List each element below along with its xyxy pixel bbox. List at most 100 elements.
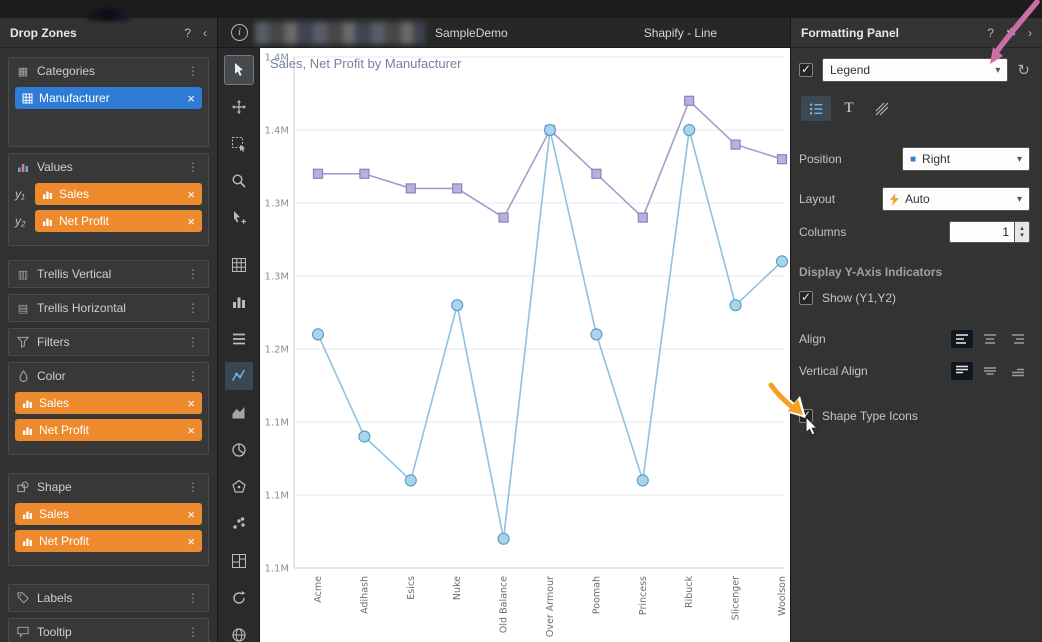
- filters-header[interactable]: Filters ⋮: [9, 329, 208, 355]
- color-net-profit-chip[interactable]: Net Profit ×: [15, 419, 202, 441]
- dataset-name: SampleDemo: [435, 25, 508, 40]
- tooltip-header[interactable]: Tooltip ⋮: [9, 619, 208, 642]
- remove-chip-icon[interactable]: ×: [187, 395, 195, 411]
- tab-legend-settings[interactable]: [801, 96, 831, 121]
- kebab-menu-icon[interactable]: ⋮: [187, 160, 199, 174]
- position-dropdown[interactable]: ■ Right ▾: [902, 147, 1030, 171]
- column-chart-tool-icon[interactable]: [225, 288, 253, 316]
- chart-toolbar: [218, 48, 260, 642]
- chip-label: Sales: [39, 396, 70, 410]
- kebab-menu-icon[interactable]: ⋮: [187, 625, 199, 639]
- spinner-up-icon[interactable]: ▴: [1020, 225, 1024, 232]
- remove-chip-icon[interactable]: ×: [187, 186, 195, 202]
- rotate-tool-icon[interactable]: [225, 584, 253, 612]
- help-icon[interactable]: ?: [987, 25, 994, 40]
- shape-type-icons-checkbox[interactable]: [799, 408, 813, 423]
- row-list-tool-icon[interactable]: [225, 325, 253, 353]
- shape-sales-chip[interactable]: Sales ×: [15, 503, 202, 525]
- sales-chip[interactable]: Sales ×: [35, 183, 202, 205]
- kebab-menu-icon[interactable]: ⋮: [187, 591, 199, 605]
- help-icon[interactable]: ?: [184, 25, 191, 40]
- shape-net-profit-chip[interactable]: Net Profit ×: [15, 530, 202, 552]
- info-icon[interactable]: i: [231, 24, 248, 41]
- position-value: Right: [922, 152, 951, 166]
- align-center-button[interactable]: [978, 329, 1002, 349]
- reset-icon[interactable]: ↻: [1017, 62, 1030, 79]
- kebab-menu-icon[interactable]: ⋮: [187, 335, 199, 349]
- expand-panel-icon[interactable]: ›: [1028, 25, 1032, 40]
- remove-chip-icon[interactable]: ×: [187, 90, 195, 106]
- chart-canvas[interactable]: Sales, Net Profit by Manufacturer 1.4M 1.…: [260, 48, 790, 642]
- svg-text:1.3M: 1.3M: [264, 199, 289, 210]
- layout-dropdown[interactable]: Auto ▾: [882, 187, 1030, 211]
- valign-bottom-button[interactable]: [1006, 361, 1030, 381]
- selected-element-value: Legend: [830, 63, 871, 77]
- columns-spinner[interactable]: ▴ ▾: [1015, 221, 1030, 243]
- categories-label: Categories: [37, 64, 96, 78]
- area-chart-tool-icon[interactable]: [225, 399, 253, 427]
- y1-axis-label: y₁: [15, 187, 25, 201]
- categories-zone-header[interactable]: ▦ Categories ⋮: [9, 58, 208, 84]
- scatter-chart-tool-icon[interactable]: [225, 510, 253, 538]
- values-zone-header[interactable]: Values ⋮: [9, 154, 208, 180]
- pin-icon[interactable]: ✱: [1005, 25, 1016, 40]
- zoom-tool-icon[interactable]: [225, 167, 253, 195]
- kebab-menu-icon[interactable]: ⋮: [187, 480, 199, 494]
- svg-text:1.1M: 1.1M: [264, 491, 289, 502]
- line-chart[interactable]: 1.4M 1.4M 1.3M 1.3M 1.2M 1.1M 1.1M 1.1M Acme Adih…: [260, 48, 790, 642]
- select-tool-icon[interactable]: [223, 55, 254, 85]
- trellis-horizontal-header[interactable]: ▤ Trellis Horizontal ⋮: [9, 295, 208, 321]
- svg-text:1.3M: 1.3M: [264, 272, 289, 283]
- show-y1y2-label: Show (Y1,Y2): [822, 291, 897, 305]
- remove-chip-icon[interactable]: ×: [187, 213, 195, 229]
- tab-pattern-settings[interactable]: [867, 96, 897, 121]
- redacted-region: [88, 9, 131, 21]
- trellis-vertical-header[interactable]: ▥ Trellis Vertical ⋮: [9, 261, 208, 287]
- remove-chip-icon[interactable]: ×: [187, 533, 195, 549]
- measure-bars-icon: [42, 189, 53, 200]
- columns-input[interactable]: [949, 221, 1015, 243]
- manufacturer-chip[interactable]: Manufacturer ×: [15, 87, 202, 109]
- formatting-tabs: T: [799, 96, 1030, 121]
- color-zone-header[interactable]: Color ⋮: [9, 363, 208, 389]
- shape-zone-header[interactable]: Shape ⋮: [9, 474, 208, 500]
- align-left-button[interactable]: [950, 329, 974, 349]
- element-selector-dropdown[interactable]: Legend ▾: [822, 58, 1009, 82]
- chevron-down-icon: ▾: [1016, 193, 1022, 205]
- radar-chart-tool-icon[interactable]: [225, 473, 253, 501]
- spinner-down-icon[interactable]: ▾: [1020, 232, 1024, 239]
- chevron-down-icon: ▾: [995, 64, 1001, 76]
- marquee-select-tool-icon[interactable]: [225, 130, 253, 158]
- grid-tool-icon[interactable]: [225, 251, 253, 279]
- valign-top-button[interactable]: [950, 361, 974, 381]
- show-y1y2-checkbox[interactable]: [799, 290, 813, 305]
- kebab-menu-icon[interactable]: ⋮: [187, 369, 199, 383]
- kebab-menu-icon[interactable]: ⋮: [187, 301, 199, 315]
- kebab-menu-icon[interactable]: ⋮: [187, 267, 199, 281]
- y-axis-indicators-section-label: Display Y-Axis Indicators: [799, 265, 943, 279]
- net-profit-chip[interactable]: Net Profit ×: [35, 210, 202, 232]
- remove-chip-icon[interactable]: ×: [187, 422, 195, 438]
- collapse-panel-icon[interactable]: ‹: [203, 25, 207, 40]
- legend-enable-checkbox[interactable]: [799, 62, 813, 77]
- pie-chart-tool-icon[interactable]: [225, 436, 253, 464]
- line-chart-tool-icon[interactable]: [224, 362, 253, 390]
- valign-middle-button[interactable]: [978, 361, 1002, 381]
- chip-label: Net Profit: [59, 214, 110, 228]
- move-tool-icon[interactable]: [225, 93, 253, 121]
- color-sales-chip[interactable]: Sales ×: [15, 392, 202, 414]
- labels-header[interactable]: Labels ⋮: [9, 585, 208, 611]
- chip-label: Net Profit: [39, 423, 90, 437]
- svg-text:Adihash: Adihash: [359, 576, 370, 614]
- tab-text-settings[interactable]: T: [844, 100, 854, 116]
- data-pointer-tool-icon[interactable]: [225, 204, 253, 232]
- remove-chip-icon[interactable]: ×: [187, 506, 195, 522]
- shape-type-icons-label: Shape Type Icons: [822, 409, 918, 423]
- columns-label: Columns: [799, 225, 847, 239]
- kebab-menu-icon[interactable]: ⋮: [187, 64, 199, 78]
- globe-tool-icon[interactable]: [225, 621, 253, 642]
- y2-axis-label: y₂: [15, 214, 26, 228]
- color-zone: Color ⋮ Sales × Net P: [8, 362, 209, 455]
- align-right-button[interactable]: [1006, 329, 1030, 349]
- treemap-tool-icon[interactable]: [225, 547, 253, 575]
